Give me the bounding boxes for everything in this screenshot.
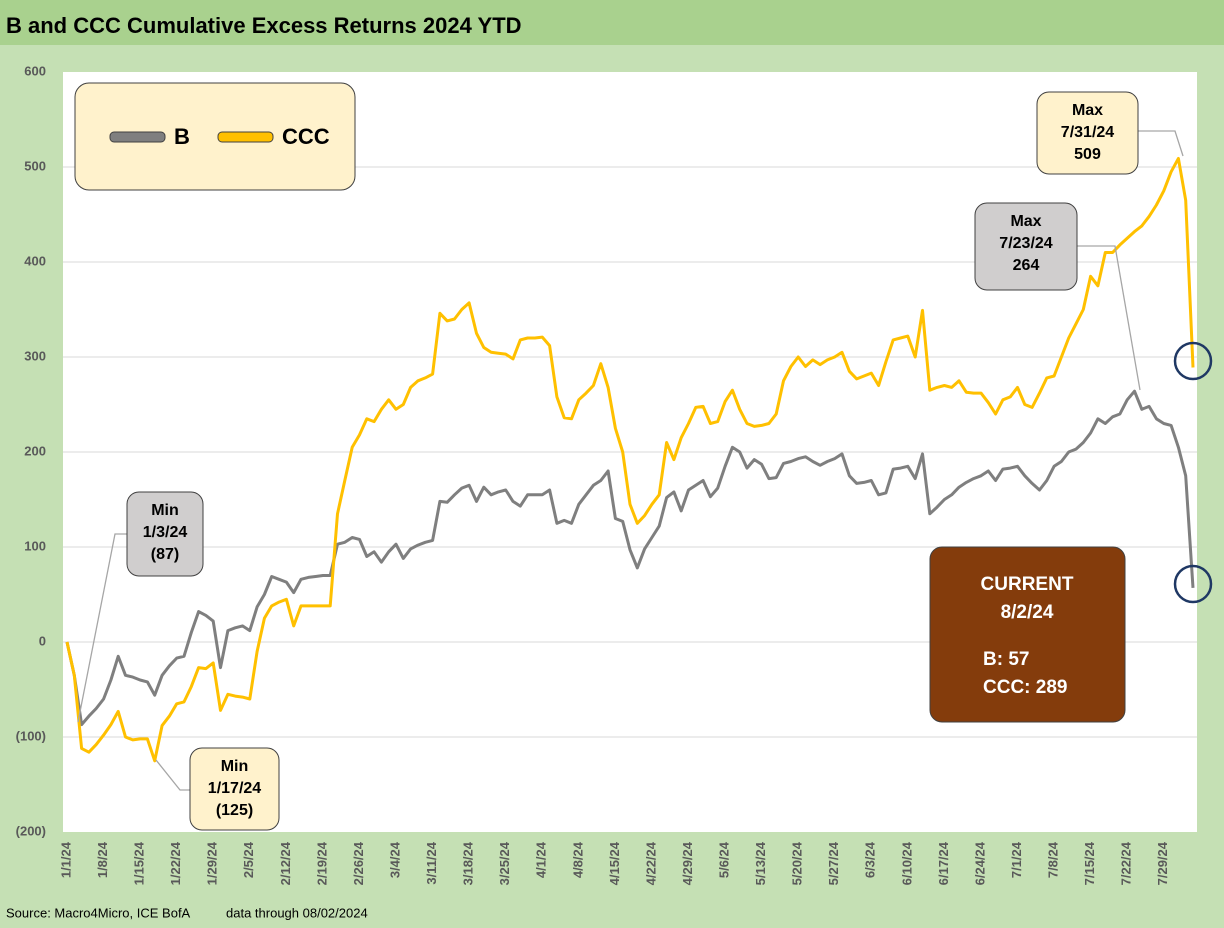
y-tick-label: (200) bbox=[16, 823, 46, 838]
title-bar bbox=[0, 0, 1224, 45]
x-tick-label: 6/24/24 bbox=[972, 841, 987, 885]
y-tick-label: 100 bbox=[24, 538, 46, 553]
annotation-box bbox=[1036, 91, 1139, 175]
x-tick-label: 2/26/24 bbox=[351, 841, 366, 885]
annotation-text: 7/31/24 bbox=[1061, 124, 1114, 141]
x-tick-label: 1/29/24 bbox=[205, 841, 220, 885]
leader-line bbox=[1138, 130, 1184, 157]
x-tick-label: 1/22/24 bbox=[168, 841, 183, 885]
legend-swatch bbox=[217, 131, 274, 143]
y-tick-label: 600 bbox=[24, 63, 46, 78]
x-tick-label: 4/22/24 bbox=[643, 841, 658, 885]
x-tick-label: 5/27/24 bbox=[826, 841, 841, 885]
x-tick-label: 7/15/24 bbox=[1082, 841, 1097, 885]
annotation-text: 509 bbox=[1074, 146, 1101, 163]
annotation-text: CURRENT bbox=[981, 574, 1074, 595]
y-tick-label: 300 bbox=[24, 348, 46, 363]
annotation-text: 7/23/24 bbox=[999, 235, 1052, 252]
chart-title: B and CCC Cumulative Excess Returns 2024… bbox=[6, 13, 522, 38]
source: Source: Macro4Micro, ICE BofA bbox=[6, 905, 191, 920]
annotation-text: Max bbox=[1010, 213, 1041, 230]
series-line bbox=[65, 389, 1195, 727]
x-tick-label: 4/1/24 bbox=[534, 841, 549, 878]
y-tick-label: 200 bbox=[24, 443, 46, 458]
x-tick-label: 7/1/24 bbox=[1009, 841, 1024, 878]
x-tick-label: 5/13/24 bbox=[753, 841, 768, 885]
x-tick-label: 1/1/24 bbox=[58, 841, 73, 878]
x-tick-label: 6/3/24 bbox=[863, 841, 878, 878]
y-tick-label: (100) bbox=[16, 728, 46, 743]
annotation-text: Max bbox=[1072, 102, 1103, 119]
x-tick-label: 3/11/24 bbox=[424, 841, 439, 884]
annotation-box bbox=[189, 747, 280, 831]
series-line bbox=[65, 157, 1195, 763]
x-tick-label: 1/15/24 bbox=[132, 841, 147, 885]
leader-line bbox=[155, 759, 190, 791]
x-tick-label: 7/22/24 bbox=[1119, 841, 1134, 885]
annotation-text: (87) bbox=[151, 546, 179, 563]
x-tick-label: 7/8/24 bbox=[1046, 841, 1061, 878]
x-tick-label: 2/12/24 bbox=[278, 841, 293, 885]
data-note: data through 08/02/2024 bbox=[226, 905, 368, 920]
x-tick-label: 3/4/24 bbox=[387, 841, 402, 878]
annotation-text: 8/2/24 bbox=[1001, 602, 1054, 623]
annotation-box bbox=[974, 202, 1078, 291]
x-tick-label: 7/29/24 bbox=[1155, 841, 1170, 885]
annotation-text: 264 bbox=[1013, 257, 1040, 274]
x-tick-label: 6/17/24 bbox=[936, 841, 951, 885]
legend-label: B bbox=[174, 124, 190, 149]
highlight-circle bbox=[1173, 341, 1213, 381]
legend-swatch bbox=[109, 131, 166, 143]
x-tick-label: 6/10/24 bbox=[899, 841, 914, 885]
annotation-text: (125) bbox=[216, 802, 253, 819]
annotation-box bbox=[126, 491, 204, 577]
y-tick-label: 500 bbox=[24, 158, 46, 173]
x-tick-label: 2/5/24 bbox=[241, 841, 256, 878]
x-tick-label: 4/15/24 bbox=[607, 841, 622, 885]
leader-line bbox=[1077, 245, 1141, 391]
annotation-text: 1/17/24 bbox=[208, 780, 261, 797]
y-tick-label: 400 bbox=[24, 253, 46, 268]
y-tick-label: 0 bbox=[39, 633, 46, 648]
legend-box bbox=[74, 82, 356, 191]
annotation-text: CCC: 289 bbox=[983, 677, 1067, 698]
x-tick-label: 5/20/24 bbox=[790, 841, 805, 885]
annotation-text: Min bbox=[221, 758, 249, 775]
x-tick-label: 4/8/24 bbox=[570, 841, 585, 878]
x-tick-label: 3/18/24 bbox=[461, 841, 476, 885]
annotation-text: Min bbox=[151, 502, 179, 519]
x-tick-label: 1/8/24 bbox=[95, 841, 110, 878]
x-tick-label: 2/19/24 bbox=[314, 841, 329, 885]
leader-line bbox=[77, 533, 127, 723]
highlight-circle bbox=[1173, 564, 1213, 604]
annotation-text: B: 57 bbox=[983, 649, 1029, 670]
x-tick-label: 3/25/24 bbox=[497, 841, 512, 885]
x-tick-label: 5/6/24 bbox=[716, 841, 731, 878]
annotation-box bbox=[929, 546, 1126, 723]
legend-label: CCC bbox=[282, 124, 330, 149]
annotation-text: 1/3/24 bbox=[143, 524, 188, 541]
x-tick-label: 4/29/24 bbox=[680, 841, 695, 885]
